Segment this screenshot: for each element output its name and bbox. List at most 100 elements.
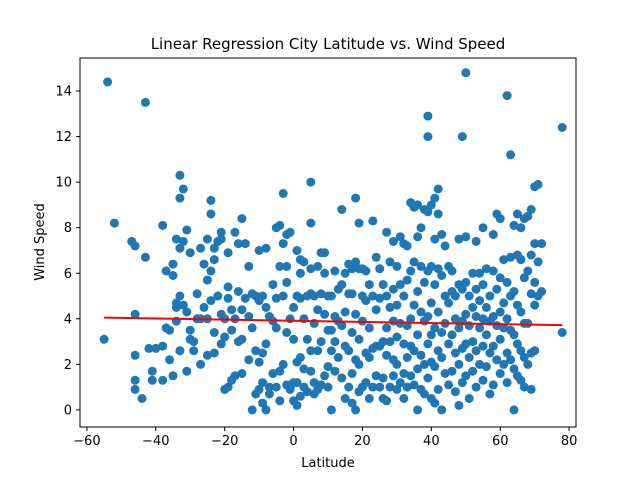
data-point bbox=[206, 296, 216, 306]
data-point bbox=[468, 302, 478, 312]
data-point bbox=[406, 371, 416, 381]
data-point bbox=[447, 330, 457, 340]
data-point bbox=[258, 398, 268, 408]
data-point bbox=[340, 394, 350, 403]
data-point bbox=[254, 357, 264, 367]
data-point bbox=[471, 312, 481, 321]
data-point bbox=[313, 261, 323, 271]
data-point bbox=[306, 264, 316, 274]
data-point bbox=[337, 321, 347, 331]
x-axis-label: Latitude bbox=[301, 456, 355, 471]
data-point bbox=[413, 364, 423, 374]
data-point bbox=[251, 346, 261, 356]
data-point bbox=[109, 218, 119, 228]
data-point bbox=[137, 394, 147, 403]
data-point bbox=[347, 264, 357, 274]
data-point bbox=[140, 252, 150, 262]
data-point bbox=[419, 359, 429, 369]
data-point bbox=[223, 293, 233, 303]
data-point bbox=[347, 398, 357, 408]
data-point bbox=[216, 234, 226, 244]
data-point bbox=[178, 236, 188, 246]
data-point bbox=[495, 273, 505, 283]
data-point bbox=[388, 284, 398, 294]
data-point bbox=[168, 271, 178, 280]
data-point bbox=[523, 318, 533, 328]
data-point bbox=[464, 353, 474, 362]
data-point bbox=[406, 314, 416, 324]
data-point bbox=[461, 277, 471, 287]
data-point bbox=[295, 293, 305, 303]
data-point bbox=[516, 346, 526, 356]
data-point bbox=[413, 287, 423, 296]
data-point bbox=[557, 328, 567, 337]
data-point bbox=[475, 268, 485, 278]
data-point bbox=[202, 234, 212, 244]
data-point bbox=[457, 378, 467, 388]
data-point bbox=[402, 353, 412, 362]
data-point bbox=[295, 353, 305, 362]
data-point bbox=[423, 132, 433, 142]
data-point bbox=[223, 248, 233, 258]
data-point bbox=[382, 323, 392, 333]
data-point bbox=[392, 261, 402, 271]
data-point bbox=[354, 334, 364, 344]
data-point bbox=[330, 266, 340, 276]
data-point bbox=[227, 305, 237, 315]
data-point bbox=[402, 275, 412, 285]
data-point bbox=[347, 328, 357, 337]
data-point bbox=[233, 239, 243, 249]
data-point bbox=[468, 366, 478, 376]
data-point bbox=[533, 257, 543, 267]
data-point bbox=[161, 266, 171, 276]
data-point bbox=[399, 291, 409, 301]
data-point bbox=[426, 298, 436, 308]
data-point bbox=[206, 266, 216, 276]
data-point bbox=[478, 314, 488, 324]
data-point bbox=[512, 339, 522, 349]
data-point bbox=[354, 359, 364, 369]
data-point bbox=[440, 369, 450, 378]
data-point bbox=[378, 337, 388, 347]
data-point bbox=[478, 341, 488, 351]
data-point bbox=[382, 396, 392, 406]
data-point bbox=[361, 266, 371, 276]
data-point bbox=[244, 261, 254, 271]
data-point bbox=[340, 268, 350, 278]
data-point bbox=[182, 225, 192, 235]
data-point bbox=[385, 337, 395, 347]
data-point bbox=[261, 302, 271, 312]
data-point bbox=[392, 332, 402, 342]
data-point bbox=[440, 241, 450, 251]
data-point bbox=[192, 289, 202, 299]
data-point bbox=[99, 334, 109, 344]
data-point bbox=[471, 284, 481, 294]
data-point bbox=[165, 325, 175, 335]
data-point bbox=[168, 371, 178, 381]
data-point bbox=[488, 380, 498, 390]
data-point bbox=[268, 280, 278, 290]
data-point bbox=[302, 334, 312, 344]
data-point bbox=[178, 300, 188, 310]
data-point bbox=[378, 280, 388, 290]
data-point bbox=[523, 211, 533, 221]
data-point bbox=[506, 355, 516, 365]
data-point bbox=[306, 177, 316, 187]
data-point bbox=[478, 375, 488, 385]
data-point bbox=[320, 371, 330, 381]
data-point bbox=[382, 350, 392, 360]
data-point bbox=[330, 366, 340, 376]
data-point bbox=[130, 241, 140, 251]
data-point bbox=[316, 337, 326, 347]
data-point bbox=[478, 223, 488, 233]
data-point bbox=[430, 193, 440, 203]
data-point bbox=[175, 170, 185, 180]
data-point bbox=[388, 371, 398, 381]
data-point bbox=[309, 291, 319, 301]
data-point bbox=[481, 362, 491, 372]
data-point bbox=[344, 346, 354, 356]
data-point bbox=[320, 248, 330, 258]
data-point bbox=[485, 348, 495, 358]
data-point bbox=[275, 261, 285, 271]
